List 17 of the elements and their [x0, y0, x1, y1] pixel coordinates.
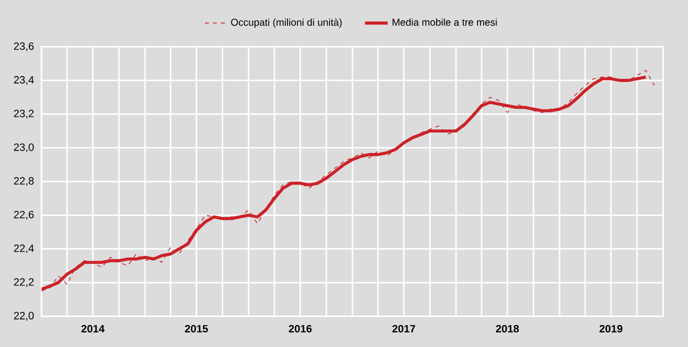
y-tick-label: 23,0	[14, 143, 34, 152]
y-tick-label: 22,0	[14, 312, 34, 321]
legend-label: Occupati (milioni di unità)	[231, 18, 342, 28]
y-tick-label: 22,2	[14, 278, 34, 287]
y-tick-label: 23,6	[14, 42, 34, 52]
y-tick-label: 22,8	[14, 177, 34, 186]
x-tick-label: 2018	[496, 324, 519, 332]
x-tick-label: 2015	[184, 324, 208, 332]
y-tick-label: 23,2	[14, 110, 34, 118]
x-tick-label: 2017	[392, 324, 416, 332]
y-tick-label: 22,4	[14, 244, 34, 254]
legend-label: Media mobile a tre mesi	[392, 18, 497, 26]
x-tick-label: 2014	[81, 324, 105, 332]
y-tick-label: 23,4	[14, 76, 34, 85]
y-tick-label: 22,6	[14, 210, 34, 220]
x-tick-label: 2019	[600, 324, 622, 332]
x-tick-label: 2016	[288, 324, 312, 332]
